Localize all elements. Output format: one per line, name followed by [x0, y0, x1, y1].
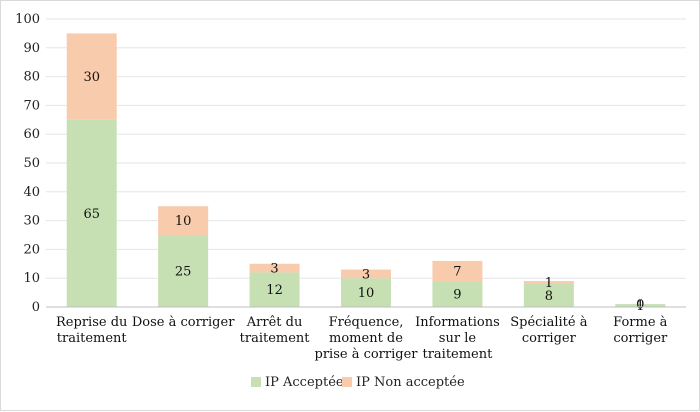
data-label-accepted: 8 [545, 289, 553, 304]
data-label-accepted: 12 [266, 283, 283, 298]
bar-segment-not-accepted [341, 269, 391, 279]
legend: IP Acceptée IP Non acceptée [251, 375, 465, 390]
bar-segment-not-accepted [523, 281, 574, 284]
bar-segment-accepted [249, 272, 300, 307]
data-label-accepted: 65 [83, 207, 100, 222]
data-label-accepted: 25 [175, 265, 192, 280]
y-tick-label: 40 [23, 185, 40, 200]
data-label-not-accepted: 1 [545, 276, 553, 291]
y-tick-label: 30 [23, 214, 40, 229]
bar-segment-accepted [523, 283, 574, 307]
x-category-label: prise à corriger [315, 347, 419, 362]
bar-segment-not-accepted [158, 206, 209, 235]
bar-segment-accepted [432, 281, 483, 307]
bar-segment-not-accepted [249, 263, 300, 273]
y-axis-ticks: 0 10 20 30 40 50 60 70 80 90 100 [15, 12, 40, 315]
data-label-not-accepted: 30 [83, 70, 100, 85]
x-category-label: Spécialité à [510, 315, 587, 330]
x-category-label: moment de [329, 331, 403, 346]
bar-segment-accepted [341, 278, 391, 307]
x-category-label: Arrêt du [246, 315, 303, 330]
x-category-label: sur le [439, 331, 477, 346]
legend-swatch-accepted [251, 377, 261, 387]
x-category-label: Reprise du [56, 315, 127, 330]
x-category-label: Informations [415, 315, 500, 330]
x-category-label: traitement [240, 331, 311, 346]
y-tick-label: 20 [23, 242, 40, 257]
data-label-not-accepted: 0 [636, 298, 644, 313]
data-label-not-accepted: 3 [270, 262, 278, 277]
data-label-accepted: 10 [358, 286, 375, 301]
x-category-label: Fréquence, [329, 315, 404, 330]
x-category-label: traitement [57, 331, 128, 346]
bar-segment-accepted [158, 235, 209, 307]
y-tick-label: 90 [23, 41, 40, 56]
bar-segment-not-accepted [432, 260, 483, 282]
x-category-label: Forme à [613, 315, 668, 330]
gridlines [46, 18, 686, 279]
x-category-label: traitement [422, 347, 493, 362]
bars [66, 33, 666, 307]
data-label-not-accepted: 10 [175, 214, 192, 229]
legend-swatch-not-accepted [342, 377, 352, 387]
bar-segment-accepted [66, 119, 117, 307]
y-tick-label: 10 [23, 271, 40, 286]
data-label-not-accepted: 3 [362, 267, 370, 282]
x-category-label: corriger [522, 331, 577, 346]
data-label-not-accepted: 7 [453, 265, 461, 280]
y-tick-label: 80 [23, 70, 40, 85]
x-category-label: Dose à corriger [132, 315, 235, 330]
x-category-label: corriger [613, 331, 668, 346]
y-tick-label: 0 [32, 300, 40, 315]
legend-label-accepted: IP Acceptée [265, 375, 344, 390]
y-tick-label: 50 [23, 156, 40, 171]
y-tick-label: 70 [23, 98, 40, 113]
y-tick-label: 100 [15, 12, 40, 27]
legend-label-not-accepted: IP Non acceptée [356, 375, 465, 390]
bar-segment-accepted [615, 304, 666, 307]
y-tick-label: 60 [23, 127, 40, 142]
bar-segment-not-accepted [66, 33, 117, 120]
data-label-accepted: 9 [453, 288, 461, 303]
